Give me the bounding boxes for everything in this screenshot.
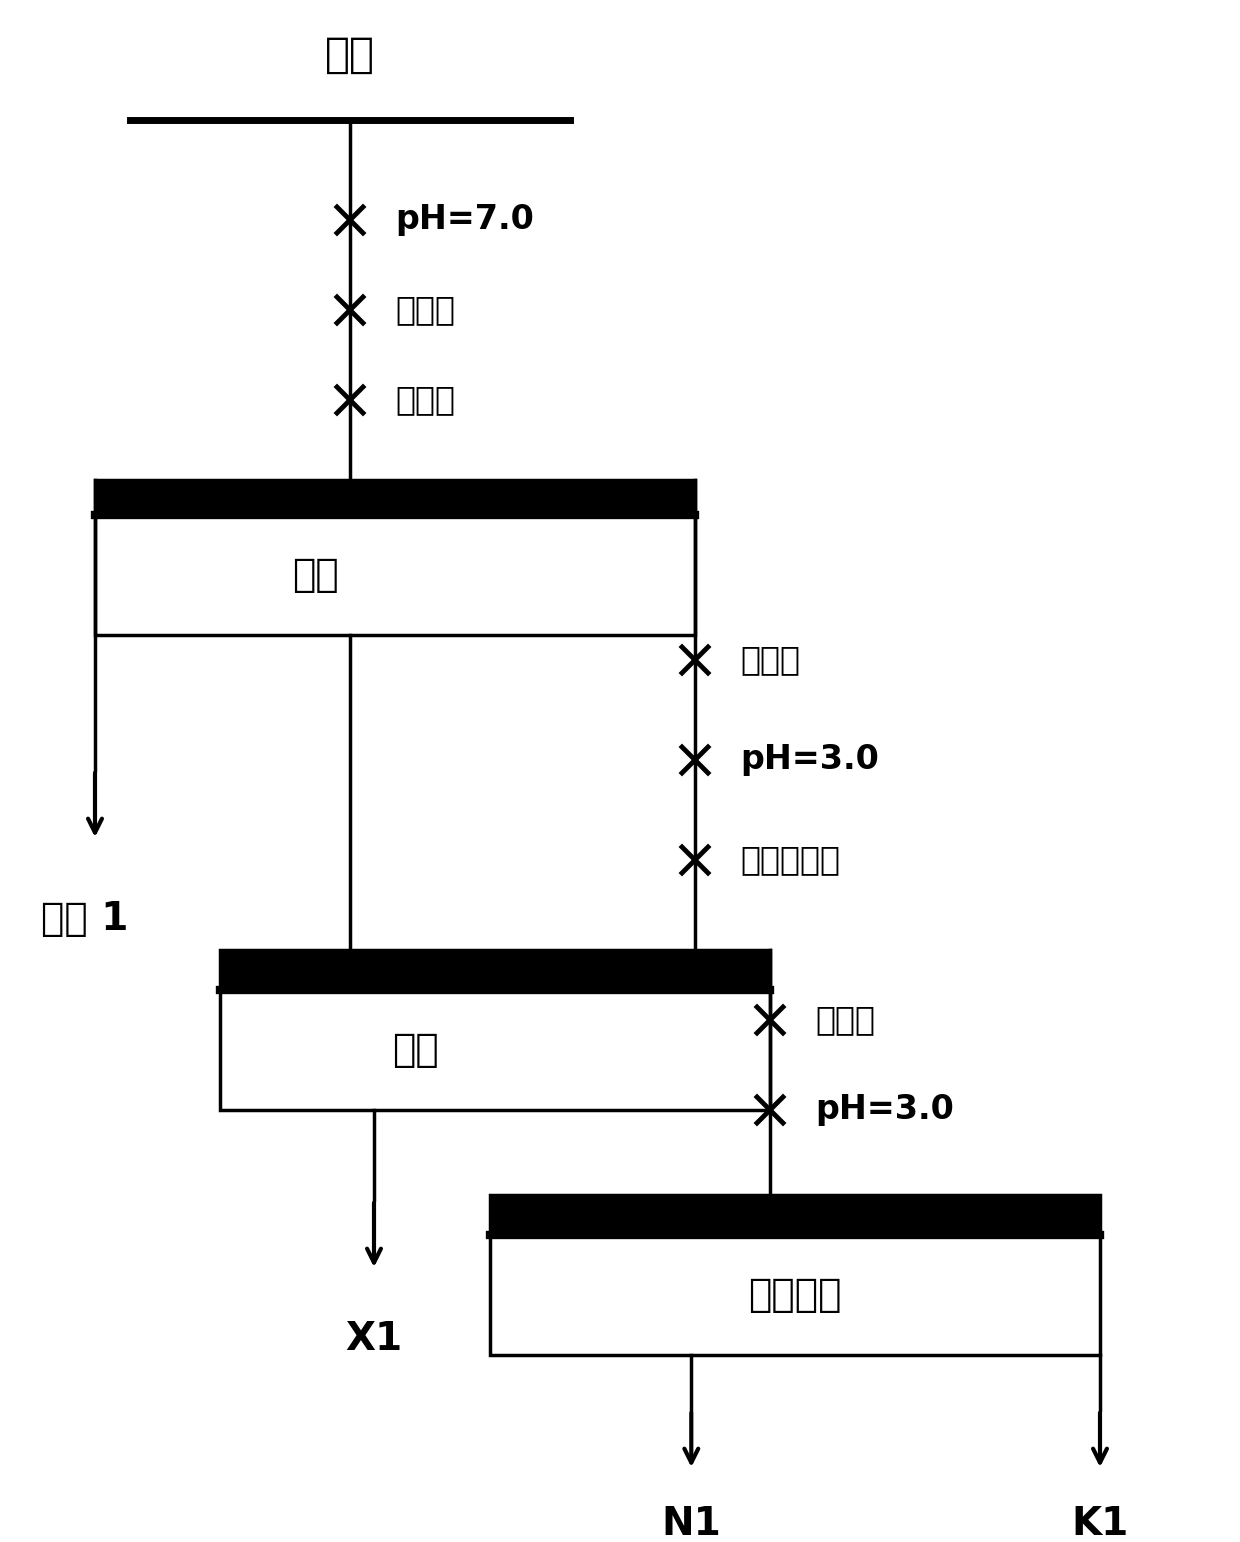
Text: 矿砂: 矿砂 bbox=[325, 34, 374, 76]
Text: X1: X1 bbox=[346, 1320, 403, 1359]
Text: 浮选: 浮选 bbox=[291, 557, 339, 594]
Text: pH=3.0: pH=3.0 bbox=[740, 743, 879, 777]
Text: K1: K1 bbox=[1071, 1505, 1128, 1542]
Bar bbox=[219, 950, 770, 990]
Bar bbox=[490, 1195, 1100, 1235]
Text: N1: N1 bbox=[661, 1505, 722, 1542]
Bar bbox=[490, 1195, 1100, 1355]
Bar bbox=[95, 480, 694, 515]
Text: 四次精选: 四次精选 bbox=[748, 1275, 842, 1314]
Text: 油酸钓: 油酸钓 bbox=[396, 384, 455, 416]
Text: 粗选: 粗选 bbox=[392, 1032, 439, 1069]
Text: 新型浮选剂: 新型浮选剂 bbox=[740, 843, 839, 876]
Text: 水玻璃: 水玻璃 bbox=[815, 1004, 875, 1036]
Bar bbox=[219, 950, 770, 1110]
Text: pH=7.0: pH=7.0 bbox=[396, 204, 534, 236]
Bar bbox=[95, 480, 694, 635]
Text: 杂质 1: 杂质 1 bbox=[41, 901, 129, 938]
Text: 水玻璃: 水玻璃 bbox=[740, 643, 800, 677]
Text: 水玻璃: 水玻璃 bbox=[396, 293, 455, 327]
Text: pH=3.0: pH=3.0 bbox=[815, 1093, 954, 1127]
